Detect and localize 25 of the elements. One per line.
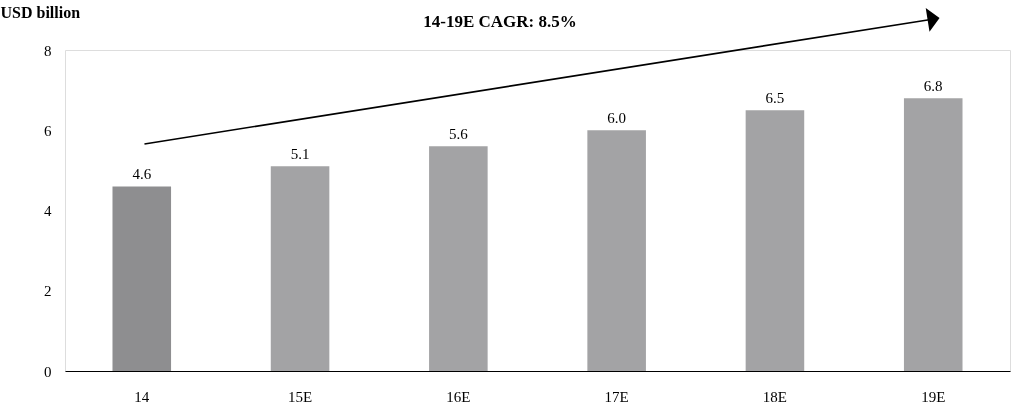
bar — [429, 146, 488, 371]
bar — [112, 186, 172, 371]
y-tick-label: 0 — [44, 363, 52, 380]
data-label: 5.6 — [448, 126, 469, 143]
bar — [903, 98, 963, 371]
bar — [270, 166, 330, 371]
y-axis-title: USD billion — [0, 3, 81, 21]
bar — [587, 130, 646, 371]
data-label: 4.6 — [132, 166, 152, 183]
y-tick-label: 2 — [44, 283, 52, 300]
bar — [745, 110, 805, 371]
y-tick-label: 8 — [44, 42, 52, 59]
x-tick-label: 17E — [604, 388, 629, 405]
y-tick-label: 6 — [44, 122, 52, 139]
x-tick-label: 18E — [762, 388, 788, 405]
data-label: 5.1 — [290, 146, 310, 163]
data-label: 6.5 — [765, 90, 785, 107]
x-tick-label: 15E — [287, 388, 313, 405]
x-tick-label: 16E — [446, 388, 471, 405]
y-tick-label: 4 — [44, 203, 52, 219]
x-tick-label: 19E — [921, 388, 946, 405]
x-tick-label: 14 — [134, 388, 150, 405]
text: 14-19E CAGR: 8.5% — [423, 12, 577, 31]
data-label: 6.8 — [923, 78, 943, 95]
data-label: 6.0 — [607, 110, 627, 127]
